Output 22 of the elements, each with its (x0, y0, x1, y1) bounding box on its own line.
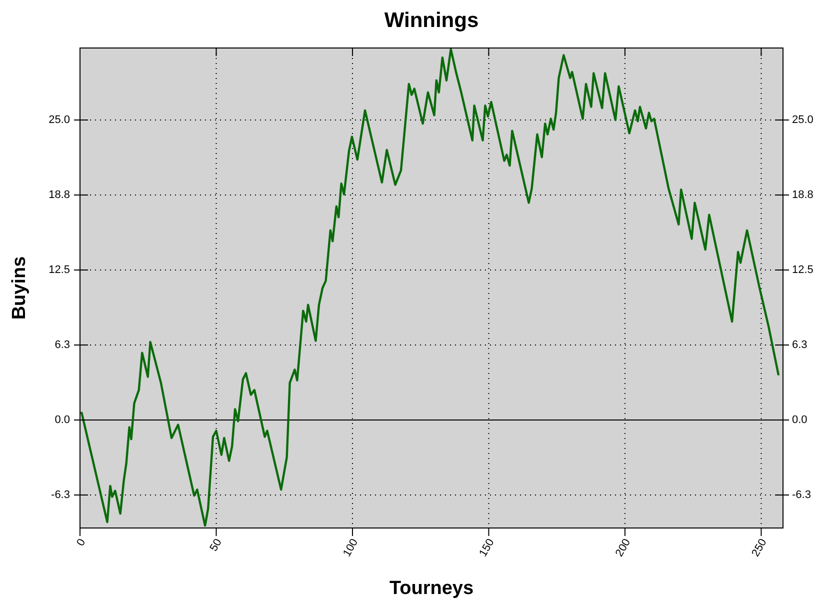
x-tick-label: 250 (750, 536, 770, 559)
y2-tick-label: 6.3 (792, 338, 808, 351)
y2-tick-label: 25.0 (792, 114, 814, 126)
y2-tick-label: 12.5 (792, 264, 814, 276)
x-tick-label: 50 (208, 536, 224, 554)
x-tick-label: 150 (477, 536, 497, 559)
line-series (80, 48, 780, 527)
y2-tick-label: 0.0 (792, 414, 808, 426)
x-axis-title: Tourneys (389, 578, 474, 599)
chart-title: Winnings (384, 9, 479, 32)
y-tick-label: 18.8 (48, 188, 70, 201)
y-tick-label: 6.3 (54, 338, 70, 351)
x-tick-label: 200 (614, 536, 634, 559)
y2-tick-label: -6.3 (792, 488, 811, 501)
y-tick-label: -6.3 (51, 488, 70, 501)
y2-tick-label: 18.8 (792, 188, 814, 201)
y-tick-label: 12.5 (48, 264, 70, 276)
y-axis-title: Buyins (9, 256, 30, 320)
x-tick-label: 0 (74, 536, 88, 548)
y-tick-label: 25.0 (48, 114, 70, 126)
x-tick-label: 100 (341, 536, 361, 559)
y-tick-label: 0.0 (54, 414, 70, 426)
